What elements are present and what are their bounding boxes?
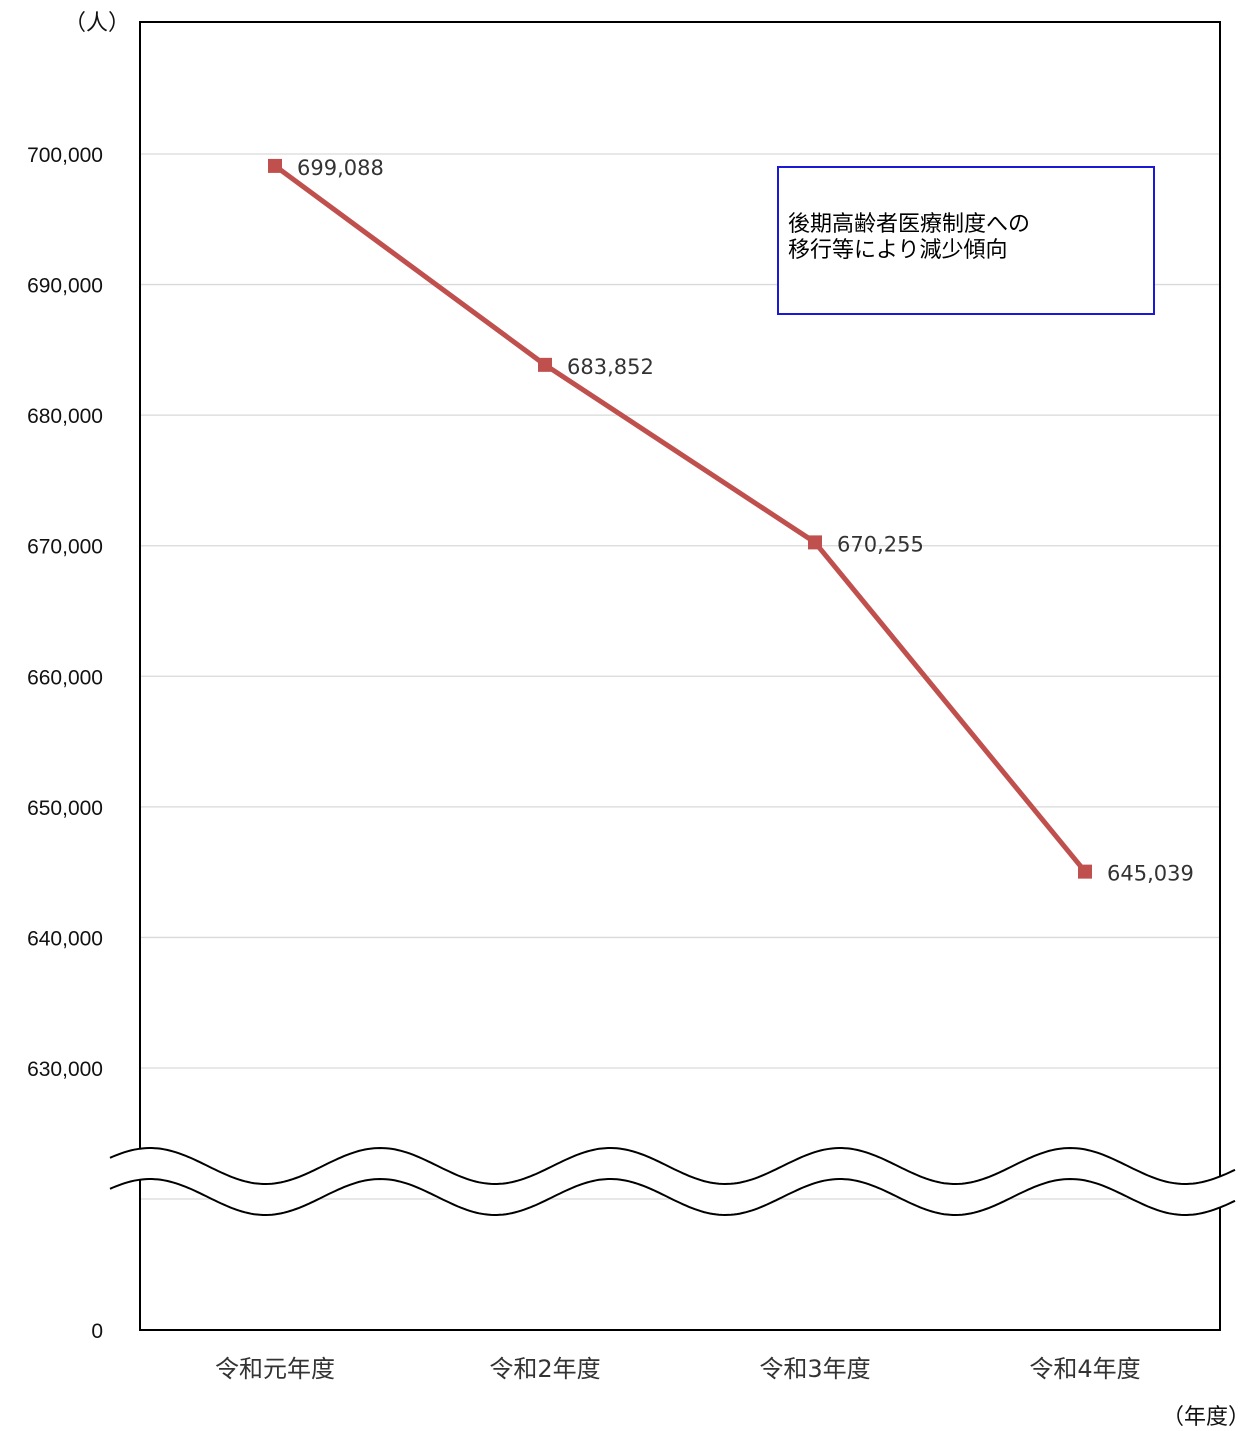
y-tick-label: 670,000 bbox=[27, 536, 103, 559]
y-tick-label: 630,000 bbox=[27, 1058, 103, 1081]
x-category-label: 令和4年度 bbox=[1029, 1355, 1140, 1383]
x-category-label: 令和2年度 bbox=[489, 1355, 600, 1383]
y-tick-label: 650,000 bbox=[27, 797, 103, 820]
data-label: 670,255 bbox=[837, 532, 924, 556]
x-category-label: 令和元年度 bbox=[215, 1355, 335, 1383]
y-tick-label: 640,000 bbox=[27, 927, 103, 950]
y-tick-label: 660,000 bbox=[27, 666, 103, 689]
axis-break bbox=[109, 1146, 1236, 1217]
data-point-marker bbox=[538, 357, 552, 372]
plot-area-frame bbox=[139, 21, 1221, 1331]
y-tick-label: 0 bbox=[91, 1320, 103, 1343]
x-axis-categories: 令和元年度 令和2年度 令和3年度 令和4年度 bbox=[215, 1355, 1141, 1383]
y-axis-unit: （人） bbox=[64, 11, 130, 36]
data-label: 683,852 bbox=[567, 355, 654, 379]
axis-break-wave bbox=[109, 1177, 1236, 1217]
axis-break-fill bbox=[110, 1148, 1235, 1215]
x-axis-unit: （年度） bbox=[1162, 1405, 1250, 1430]
axis-break-wave bbox=[109, 1146, 1236, 1186]
y-axis-ticks: 700,000 690,000 680,000 670,000 660,000 650,0… bbox=[27, 144, 103, 1343]
annotation-box: 後期高齢者医療制度への 移行等により減少傾向 bbox=[777, 166, 1155, 315]
y-tick-label: 680,000 bbox=[27, 405, 103, 428]
y-tick-label: 690,000 bbox=[27, 275, 103, 298]
annotation-text: 後期高齢者医療制度への 移行等により減少傾向 bbox=[788, 212, 1031, 263]
series-line: 699,088 683,852 670,255 645,039 bbox=[268, 156, 1194, 886]
data-label: 699,088 bbox=[297, 156, 384, 180]
data-label: 645,039 bbox=[1107, 862, 1194, 886]
x-category-label: 令和3年度 bbox=[759, 1355, 870, 1383]
data-point-marker bbox=[1078, 864, 1092, 879]
series-line-path bbox=[273, 163, 1087, 874]
data-point-marker bbox=[808, 535, 822, 550]
y-tick-label: 700,000 bbox=[27, 144, 103, 167]
data-point-marker bbox=[268, 158, 282, 173]
